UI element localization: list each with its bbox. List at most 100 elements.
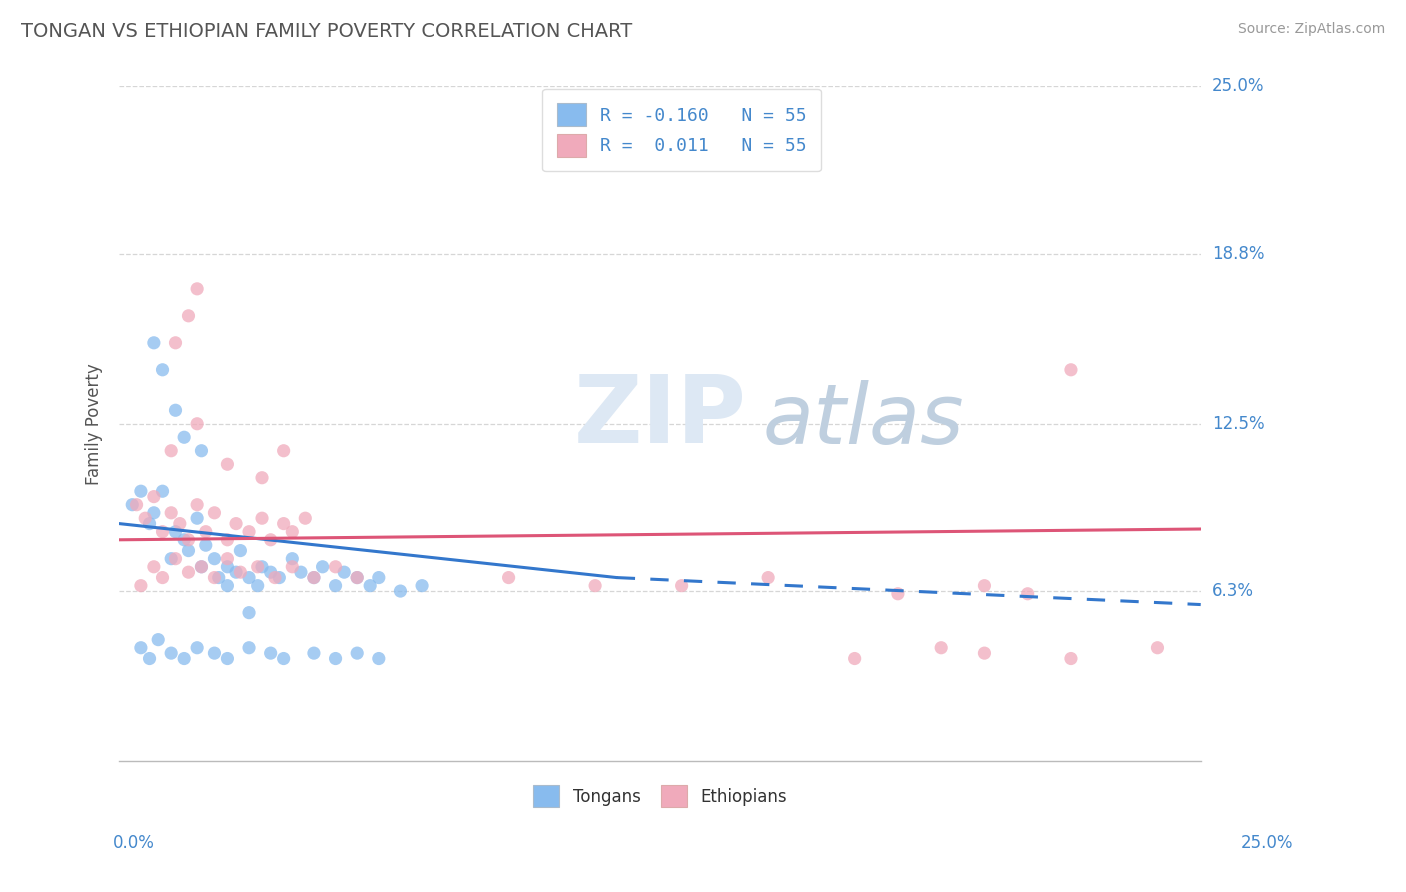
Point (217, 533, 239, 547)
Point (250, 511, 273, 525)
Point (142, 490, 165, 504)
Point (186, 417, 208, 431)
Point (165, 403, 187, 417)
Point (165, 335, 187, 350)
Point (250, 471, 273, 485)
Point (281, 551, 304, 566)
Point (411, 579, 433, 593)
Point (671, 579, 693, 593)
Point (204, 506, 226, 520)
Text: ZIP: ZIP (574, 371, 747, 463)
Point (190, 559, 212, 574)
Point (138, 651, 160, 665)
Point (129, 484, 152, 499)
Point (217, 579, 239, 593)
Point (1060, 363, 1083, 377)
Legend: Tongans, Ethiopians: Tongans, Ethiopians (526, 779, 794, 814)
Point (152, 571, 174, 585)
Point (160, 646, 183, 660)
Point (129, 640, 152, 655)
Point (281, 559, 304, 574)
Text: 0.0%: 0.0% (112, 834, 155, 852)
Point (238, 640, 260, 655)
Point (173, 651, 195, 665)
Point (269, 571, 291, 585)
Point (260, 565, 283, 579)
Point (302, 571, 325, 585)
Point (217, 559, 239, 574)
Text: 12.5%: 12.5% (1212, 415, 1264, 433)
Point (138, 516, 160, 531)
Text: Source: ZipAtlas.com: Source: ZipAtlas.com (1237, 22, 1385, 37)
Point (129, 579, 152, 593)
Point (186, 640, 208, 655)
Point (238, 606, 260, 620)
Point (260, 533, 283, 547)
Point (152, 524, 174, 539)
Point (346, 571, 368, 585)
Point (229, 543, 252, 558)
Point (152, 484, 174, 499)
Point (294, 511, 316, 525)
Point (173, 533, 195, 547)
Point (190, 443, 212, 458)
Text: 25.0%: 25.0% (1212, 78, 1264, 95)
Point (121, 498, 143, 512)
Point (217, 457, 239, 471)
Point (583, 579, 606, 593)
Point (177, 533, 200, 547)
Point (186, 511, 208, 525)
Point (160, 506, 183, 520)
Point (929, 640, 952, 655)
Point (311, 559, 333, 574)
Point (148, 632, 170, 647)
Point (177, 565, 200, 579)
Point (152, 363, 174, 377)
Point (1146, 640, 1168, 655)
Point (302, 646, 325, 660)
Point (367, 651, 389, 665)
Point (973, 579, 995, 593)
Point (498, 571, 520, 585)
Point (333, 565, 356, 579)
Point (165, 551, 187, 566)
Point (359, 579, 381, 593)
Point (217, 551, 239, 566)
Point (217, 651, 239, 665)
Point (1060, 651, 1083, 665)
Point (125, 498, 148, 512)
Point (246, 559, 269, 574)
Point (389, 584, 412, 599)
Text: atlas: atlas (762, 380, 965, 461)
Point (142, 506, 165, 520)
Point (756, 571, 779, 585)
Text: 6.3%: 6.3% (1212, 582, 1254, 600)
Point (264, 571, 287, 585)
Point (225, 516, 247, 531)
Point (204, 551, 226, 566)
Point (194, 538, 217, 552)
Y-axis label: Family Poverty: Family Poverty (86, 363, 103, 484)
Point (186, 498, 208, 512)
Point (169, 516, 191, 531)
Point (177, 543, 200, 558)
Point (160, 443, 183, 458)
Point (186, 282, 208, 296)
Point (225, 565, 247, 579)
Point (238, 571, 260, 585)
Point (160, 551, 183, 566)
Point (204, 646, 226, 660)
Text: TONGAN VS ETHIOPIAN FAMILY POVERTY CORRELATION CHART: TONGAN VS ETHIOPIAN FAMILY POVERTY CORRE… (21, 22, 633, 41)
Point (229, 565, 252, 579)
Point (325, 559, 347, 574)
Point (325, 579, 347, 593)
Point (250, 559, 273, 574)
Point (273, 443, 295, 458)
Point (367, 571, 389, 585)
Point (165, 524, 187, 539)
Point (194, 524, 217, 539)
Point (346, 646, 368, 660)
Text: 25.0%: 25.0% (1241, 834, 1294, 852)
Point (887, 587, 910, 601)
Point (208, 571, 231, 585)
